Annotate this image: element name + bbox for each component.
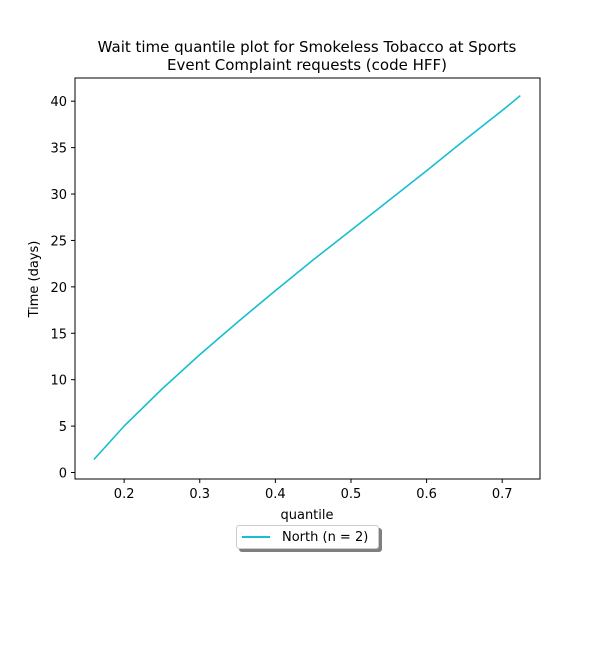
y-tick-label: 20 (50, 281, 67, 296)
x-tick-label: 0.4 (265, 487, 286, 502)
series-line-0 (93, 94, 521, 461)
chart-title-line-1: Wait time quantile plot for Smokeless To… (98, 38, 517, 56)
x-tick-label: 0.2 (114, 487, 135, 502)
chart-title-line-2: Event Complaint requests (code HFF) (167, 56, 447, 74)
y-tick-label: 30 (50, 188, 67, 203)
y-tick-label: 0 (59, 467, 67, 482)
legend-label: North (n = 2) (282, 529, 369, 545)
legend: North (n = 2) (236, 525, 379, 549)
y-tick-label: 25 (50, 234, 67, 249)
y-axis-ticks: 0 5 10 15 20 25 30 35 40 (50, 95, 75, 482)
x-tick-label: 0.5 (341, 487, 362, 502)
y-tick-label: 35 (50, 142, 67, 157)
y-tick-label: 40 (50, 95, 67, 110)
x-tick-label: 0.7 (492, 487, 513, 502)
x-axis-label: quantile (280, 508, 333, 523)
chart-title: Wait time quantile plot for Smokeless To… (98, 38, 517, 74)
y-tick-label: 10 (50, 374, 67, 389)
legend-line-swatch (242, 536, 270, 538)
x-tick-label: 0.6 (416, 487, 437, 502)
y-tick-label: 15 (50, 327, 67, 342)
y-tick-label: 5 (59, 420, 67, 435)
x-tick-label: 0.3 (189, 487, 210, 502)
y-axis-label: Time (days) (27, 241, 42, 319)
series-layer (93, 94, 521, 461)
plot-area-frame (74, 77, 541, 480)
x-axis-ticks: 0.2 0.3 0.4 0.5 0.6 0.7 (114, 479, 513, 502)
